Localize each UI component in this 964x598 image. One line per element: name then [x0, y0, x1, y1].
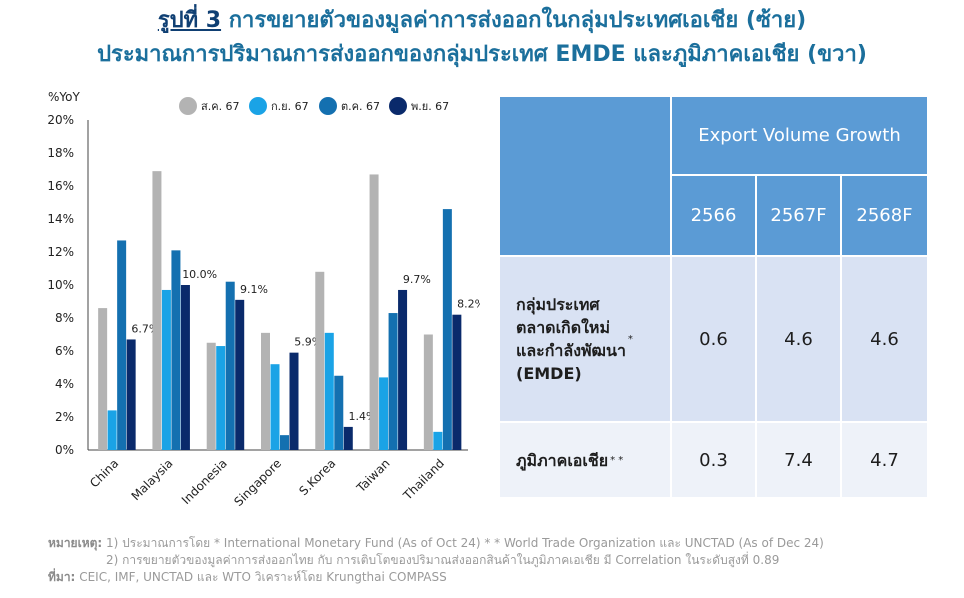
chart-title: รูปที่ 3 การขยายตัวของมูลค่าการส่งออกในก…: [0, 6, 964, 36]
bar: [180, 285, 190, 450]
y-tick-label: 14%: [47, 212, 74, 226]
y-tick-label: 20%: [47, 113, 74, 127]
table-cell: 4.6: [842, 257, 927, 421]
table-cell: 4.7: [842, 423, 927, 497]
notes-label: หมายเหตุ:: [48, 536, 103, 550]
bar: [126, 339, 136, 450]
export-volume-table: Export Volume Growth 2566 2567F 2568F กล…: [500, 97, 927, 497]
bar: [334, 375, 344, 450]
row-label-text: ภูมิภาคเอเชีย: [516, 450, 609, 470]
legend-label: พ.ย. 67: [411, 100, 449, 113]
export-growth-bar-chart: %YoY 0% 2% 4% 6% 8% 10% 12% 14% 16% 18% 20% 6.7% Chin…: [47, 90, 480, 509]
footnote-mark: *: [627, 333, 633, 345]
x-tick-label: Malaysia: [129, 456, 176, 503]
bar: [343, 426, 353, 450]
data-label: 9.7%: [403, 273, 431, 286]
table-row-label-emde: กลุ่มประเทศ ตลาดเกิดใหม่ และกำลังพัฒนา (…: [500, 257, 670, 421]
table-cell: 4.6: [757, 257, 840, 421]
bar: [398, 289, 408, 450]
y-tick-label: 12%: [47, 245, 74, 259]
bar: [270, 364, 280, 450]
title-line-2: ประมาณการปริมาณการส่งออกของกลุ่มประเทศ E…: [97, 42, 867, 67]
table-group-header: Export Volume Growth: [672, 97, 927, 174]
title-line-1: การขยายตัวของมูลค่าการส่งออกในกลุ่มประเท…: [228, 8, 807, 33]
data-label: 8.2%: [457, 298, 480, 311]
bar: [152, 171, 162, 450]
x-tick-label: China: [87, 456, 121, 490]
row-label-text: กลุ่มประเทศ ตลาดเกิดใหม่ และกำลังพัฒนา (…: [516, 295, 626, 383]
y-tick-label: 18%: [47, 146, 74, 160]
bar: [171, 250, 181, 450]
figure-number: รูปที่ 3: [157, 8, 222, 33]
table-year-header: 2566: [672, 176, 755, 255]
x-tick-label: S.Korea: [296, 456, 338, 498]
y-tick-label: 2%: [55, 410, 74, 424]
bar: [206, 342, 216, 450]
bar: [452, 314, 462, 450]
y-tick-label: 10%: [47, 278, 74, 292]
footnote-mark: * *: [610, 454, 624, 466]
bar: [261, 332, 270, 450]
legend-marker: [319, 97, 337, 115]
source-label: ที่มา:: [48, 570, 76, 584]
bar: [117, 240, 127, 450]
table-cell: 7.4: [757, 423, 840, 497]
data-label: 5.9%: [294, 336, 322, 349]
bar: [280, 435, 289, 450]
bar: [225, 281, 235, 450]
y-tick-label: 0%: [55, 443, 74, 457]
bar: [442, 209, 452, 450]
x-tick-label: Taiwan: [353, 456, 392, 495]
table-corner-cell: [500, 97, 670, 255]
legend-label: ต.ค. 67: [341, 100, 380, 113]
table-year-header: 2567F: [757, 176, 840, 255]
bar: [433, 431, 443, 450]
data-label: 6.7%: [131, 322, 159, 335]
table-cell: 0.6: [672, 257, 755, 421]
y-tick-label: 16%: [47, 179, 74, 193]
source-text: CEIC, IMF, UNCTAD และ WTO วิเคราะห์โดย K…: [79, 570, 447, 584]
bar: [388, 313, 398, 450]
y-axis-label: %YoY: [48, 90, 80, 104]
x-tick-label: Singapore: [231, 456, 284, 509]
bar: [423, 334, 433, 450]
bar: [315, 271, 325, 450]
bar: [235, 299, 245, 450]
y-tick-label: 4%: [55, 377, 74, 391]
legend-label: ก.ย. 67: [271, 100, 309, 113]
x-tick-label: Thailand: [400, 456, 447, 503]
bar: [98, 308, 108, 450]
table-row-label-asia: ภูมิภาคเอเชีย * *: [500, 423, 670, 497]
note-2: 2) การขยายตัวของมูลค่าการส่งออกไทย กับ ก…: [106, 553, 780, 567]
y-tick-label: 8%: [55, 311, 74, 325]
x-tick-label: Indonesia: [179, 456, 230, 507]
y-tick-label: 6%: [55, 344, 74, 358]
data-label: 9.1%: [240, 283, 268, 296]
bar: [107, 410, 117, 450]
data-label: 1.4%: [349, 410, 377, 423]
bar: [161, 289, 171, 450]
footnotes: หมายเหตุ: 1) ประมาณการโดย * Internationa…: [48, 535, 824, 586]
bar: [379, 377, 389, 450]
bar: [324, 332, 334, 450]
legend-label: ส.ค. 67: [201, 100, 240, 113]
bar: [289, 352, 299, 450]
note-1: 1) ประมาณการโดย * International Monetary…: [106, 536, 824, 550]
bar: [216, 346, 226, 450]
table-cell: 0.3: [672, 423, 755, 497]
legend-marker: [389, 97, 407, 115]
legend-marker: [179, 97, 197, 115]
bar: [369, 174, 379, 450]
data-label: 10.0%: [182, 268, 217, 281]
legend-marker: [249, 97, 267, 115]
table-year-header: 2568F: [842, 176, 927, 255]
